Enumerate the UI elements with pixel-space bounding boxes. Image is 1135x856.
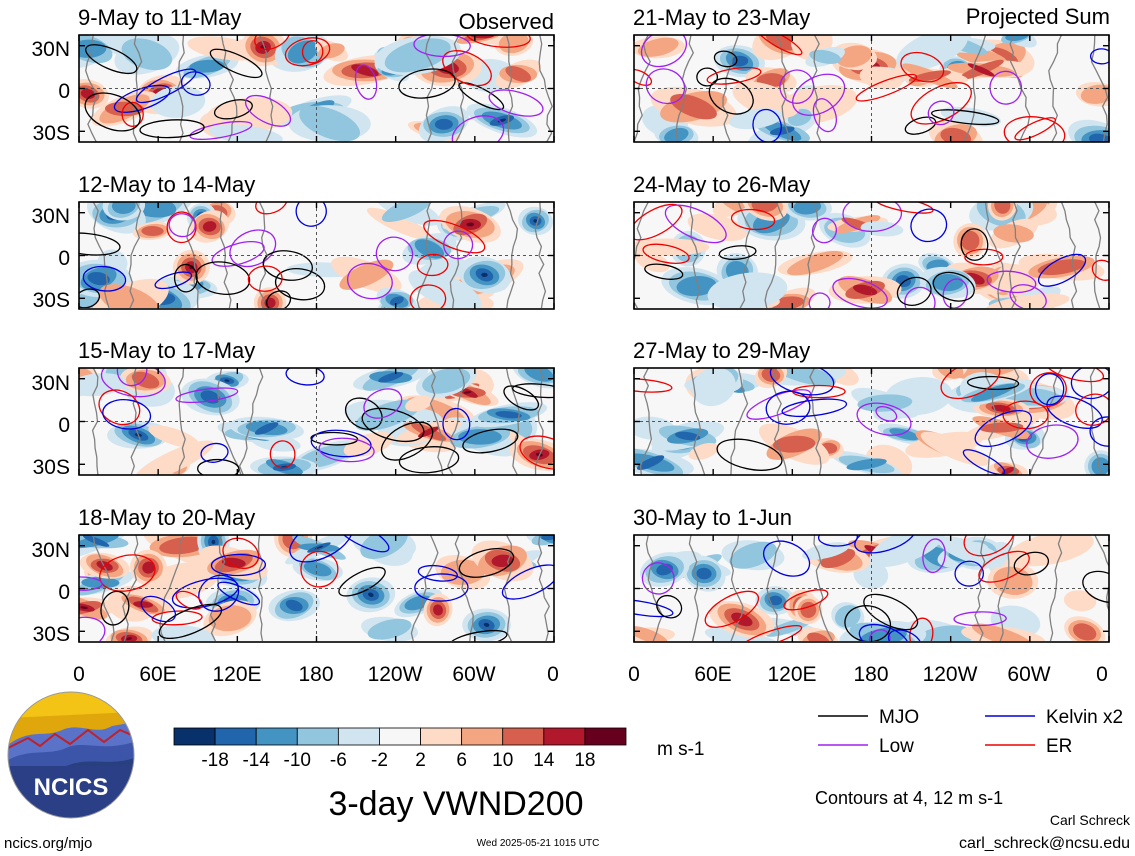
panel-title-left-3: 15-May to 17-May <box>78 338 255 363</box>
map-panel <box>633 201 1110 310</box>
colorbar: -18 -14 -10 -6 -2 2 6 10 14 18 <box>173 727 627 771</box>
lat-label: 0 <box>58 414 70 437</box>
lon-label: 180 <box>853 663 888 686</box>
longitude-labels-left: 0 60E 120E 180 120W 60W 0 <box>73 663 559 686</box>
lon-label: 120W <box>368 663 423 686</box>
map-panel <box>633 367 1110 476</box>
lat-label: 30S <box>33 289 70 312</box>
colorbar-tick-label: 18 <box>574 750 595 771</box>
colorbar-swatch <box>461 727 504 746</box>
lon-label: 60W <box>452 663 495 686</box>
legend-label-kelvin: Kelvin x2 <box>1046 707 1123 728</box>
colorbar-swatch <box>543 727 586 746</box>
map-panel <box>633 34 1110 143</box>
lon-label: 60E <box>139 663 176 686</box>
lat-label: 30S <box>33 623 70 646</box>
contour-legend: MJO Kelvin x2 Low ER <box>818 707 1123 757</box>
colorbar-swatch <box>584 727 627 746</box>
colorbar-swatch <box>255 727 298 746</box>
map-panel <box>78 201 555 310</box>
colorbar-tick-label: -2 <box>371 750 388 771</box>
lon-label: 0 <box>1096 663 1108 686</box>
colorbar-tick-label: 2 <box>415 750 426 771</box>
legend-label-er: ER <box>1046 736 1072 757</box>
colorbar-tick-label: 14 <box>533 750 555 771</box>
latitude-labels: 30N 0 30S 30N 0 30S 30N 0 30S 30N 0 30S <box>31 38 70 646</box>
projected-label: Projected Sum <box>966 4 1110 29</box>
colorbar-swatch <box>214 727 257 746</box>
lon-label: 0 <box>73 663 85 686</box>
website-url: ncics.org/mjo <box>4 835 92 852</box>
lon-label: 120E <box>767 663 816 686</box>
lon-label: 120E <box>212 663 261 686</box>
lat-label: 30N <box>31 539 70 562</box>
observed-label: Observed <box>459 9 554 34</box>
colorbar-swatch <box>337 727 380 746</box>
legend-label-low: Low <box>879 736 914 757</box>
colorbar-tick-label: -14 <box>242 750 270 771</box>
ncics-logo: NCICS <box>7 691 135 819</box>
map-panel <box>78 367 555 476</box>
panel-title-right-3: 27-May to 29-May <box>633 338 810 363</box>
panel-title-right-2: 24-May to 26-May <box>633 172 810 197</box>
colorbar-tick-label: -18 <box>201 750 228 771</box>
panel-title-left-4: 18-May to 20-May <box>78 505 255 530</box>
map-panel <box>78 34 555 143</box>
colorbar-tick-label: 10 <box>492 750 513 771</box>
panel-title-right-1: 21-May to 23-May <box>633 5 810 30</box>
colorbar-unit: m s-1 <box>657 739 705 760</box>
lat-label: 30S <box>33 122 70 145</box>
colorbar-tick-label: -10 <box>284 750 311 771</box>
lat-label: 30N <box>31 372 70 395</box>
colorbar-tick-label: 6 <box>456 750 467 771</box>
panels-layer <box>78 34 1110 643</box>
colorbar-swatch <box>420 727 463 746</box>
lat-label: 30N <box>31 38 70 61</box>
lon-label: 0 <box>547 663 559 686</box>
lat-label: 0 <box>58 581 70 604</box>
lat-label: 30N <box>31 205 70 228</box>
lon-label: 0 <box>628 663 640 686</box>
map-panel <box>633 534 1110 643</box>
longitude-labels-right: 0 60E 120E 180 120W 60W 0 <box>628 663 1108 686</box>
lon-label: 60W <box>1007 663 1050 686</box>
logo-text: NCICS <box>34 774 109 801</box>
author-email: carl_schreck@ncsu.edu <box>959 835 1130 852</box>
map-panel <box>78 534 555 643</box>
colorbar-swatch <box>502 727 545 746</box>
panel-title-right-4: 30-May to 1-Jun <box>633 505 792 530</box>
author-name: Carl Schreck <box>1050 812 1131 828</box>
contour-note: Contours at 4, 12 m s-1 <box>815 788 1003 808</box>
lat-label: 0 <box>58 80 70 103</box>
lon-label: 120W <box>923 663 978 686</box>
colorbar-swatch <box>173 727 216 746</box>
colorbar-swatch <box>296 727 339 746</box>
lon-label: 60E <box>694 663 731 686</box>
lat-label: 30S <box>33 456 70 479</box>
main-title: 3-day VWND200 <box>328 785 583 823</box>
timestamp: Wed 2025-05-21 1015 UTC <box>477 838 600 849</box>
lon-label: 180 <box>298 663 333 686</box>
legend-label-mjo: MJO <box>879 707 919 728</box>
colorbar-swatch <box>379 727 421 746</box>
colorbar-tick-label: -6 <box>330 750 347 771</box>
panel-title-left-1: 9-May to 11-May <box>78 5 241 30</box>
lat-label: 0 <box>58 247 70 270</box>
panel-title-left-2: 12-May to 14-May <box>78 172 255 197</box>
